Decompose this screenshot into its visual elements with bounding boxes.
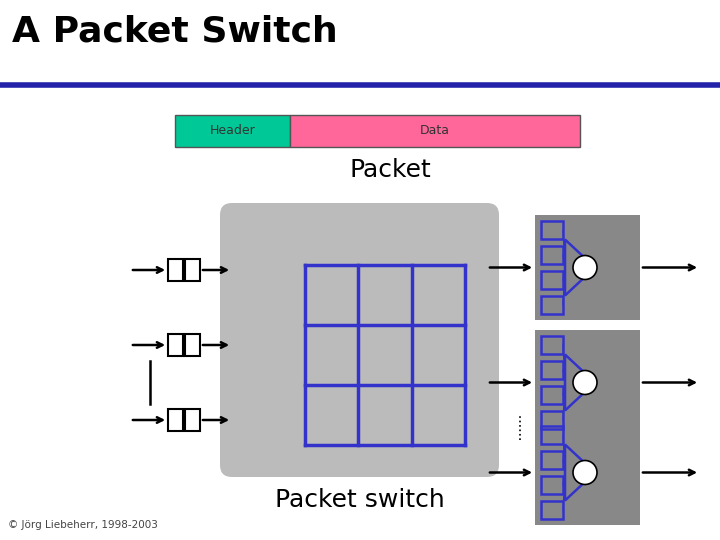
Bar xyxy=(541,451,563,469)
Bar xyxy=(541,426,563,444)
Bar xyxy=(541,246,563,264)
Bar xyxy=(541,501,563,519)
Text: Packet: Packet xyxy=(349,158,431,182)
Bar xyxy=(290,115,580,147)
Bar xyxy=(535,215,640,320)
Circle shape xyxy=(573,461,597,484)
Bar xyxy=(168,409,183,431)
Bar xyxy=(168,334,183,356)
Text: © Jörg Liebeherr, 1998-2003: © Jörg Liebeherr, 1998-2003 xyxy=(8,520,158,530)
Bar xyxy=(541,386,563,404)
Bar xyxy=(175,115,290,147)
Bar xyxy=(185,259,200,281)
Bar xyxy=(535,330,640,435)
Text: Data: Data xyxy=(420,125,450,138)
Bar xyxy=(541,411,563,429)
Bar xyxy=(541,361,563,379)
Bar xyxy=(541,296,563,314)
Bar xyxy=(541,271,563,289)
Bar xyxy=(535,420,640,525)
Bar xyxy=(541,476,563,494)
Bar xyxy=(185,334,200,356)
Circle shape xyxy=(573,370,597,395)
Text: A Packet Switch: A Packet Switch xyxy=(12,15,338,49)
Text: Header: Header xyxy=(210,125,256,138)
Circle shape xyxy=(573,255,597,280)
Bar xyxy=(185,409,200,431)
Bar xyxy=(541,336,563,354)
Bar xyxy=(168,259,183,281)
FancyBboxPatch shape xyxy=(220,203,499,477)
Bar xyxy=(541,221,563,239)
Text: Packet switch: Packet switch xyxy=(275,488,445,512)
